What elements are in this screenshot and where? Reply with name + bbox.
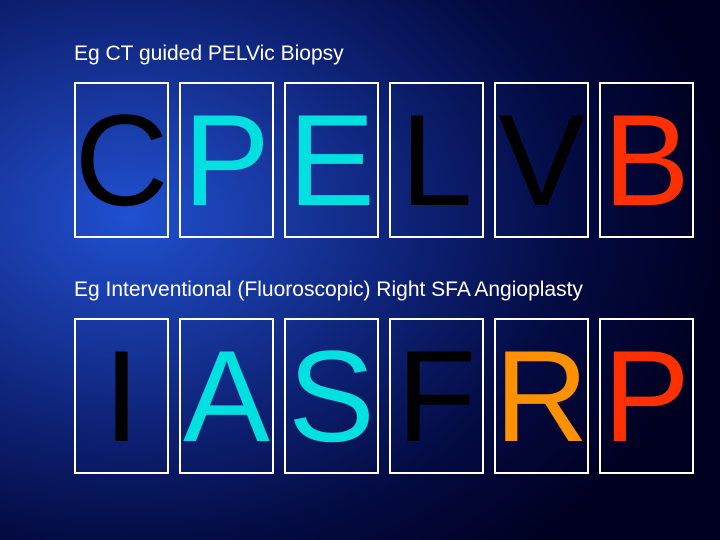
tile-r1-3: L — [389, 82, 484, 238]
tile-r1-4: V — [494, 82, 589, 238]
tile-r1-2: E — [284, 82, 379, 238]
letter-row-1: C P E L V B — [74, 82, 694, 238]
tile-r2-0: I — [74, 318, 169, 474]
tile-r1-1: P — [179, 82, 274, 238]
example-caption-2: Eg Interventional (Fluoroscopic) Right S… — [74, 278, 583, 302]
tile-r2-2: S — [284, 318, 379, 474]
tile-r1-0: C — [74, 82, 169, 238]
letter-row-2: I A S F R P — [74, 318, 694, 474]
tile-r2-3: F — [389, 318, 484, 474]
tile-r1-5: B — [599, 82, 694, 238]
example-caption-1: Eg CT guided PELVic Biopsy — [74, 42, 344, 66]
tile-r2-4: R — [494, 318, 589, 474]
tile-r2-5: P — [599, 318, 694, 474]
tile-r2-1: A — [179, 318, 274, 474]
